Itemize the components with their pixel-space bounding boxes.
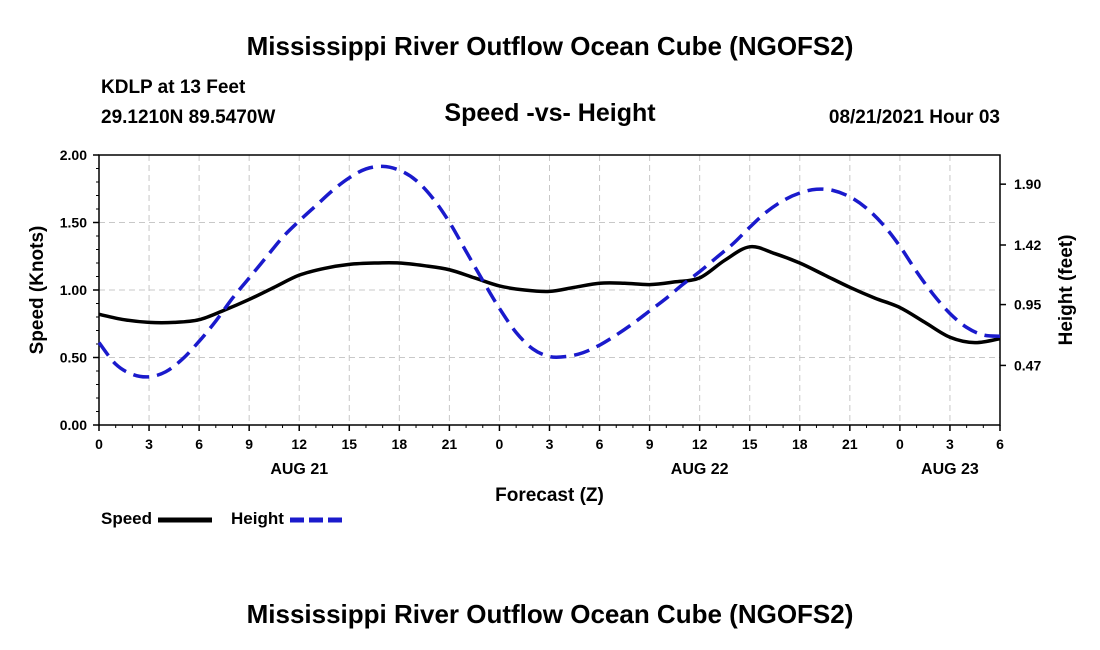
x-tick-label: 21 <box>842 436 858 452</box>
legend-height-label: Height <box>231 509 284 528</box>
x-tick-label: 15 <box>341 436 357 452</box>
legend-speed-label: Speed <box>101 509 153 528</box>
legend-speed: Speed <box>101 509 212 529</box>
y-left-axis-label: Speed (Knots) <box>27 226 48 355</box>
x-tick-label: 0 <box>95 436 103 452</box>
y-right-tick-label: 1.42 <box>1014 237 1041 253</box>
x-date-label: AUG 23 <box>921 461 979 478</box>
x-tick-label: 0 <box>896 436 904 452</box>
x-tick-label: 15 <box>742 436 758 452</box>
chart-title: Mississippi River Outflow Ocean Cube (NG… <box>246 31 854 61</box>
y-left-tick-label: 1.00 <box>60 282 87 298</box>
legend-height: Height <box>231 509 344 529</box>
forecast-datetime: 08/21/2021 Hour 03 <box>828 107 1000 128</box>
x-tick-label: 3 <box>546 436 554 452</box>
series-line-speed <box>98 244 1001 345</box>
x-axis-label: Forecast (Z) <box>495 485 604 506</box>
x-tick-label: 18 <box>392 436 408 452</box>
station-coordinates: 29.1210N 89.5470W <box>101 107 276 128</box>
x-tick-label: 18 <box>792 436 808 452</box>
x-tick-label: 6 <box>195 436 203 452</box>
y-right-axis-label: Height (feet) <box>1056 235 1077 346</box>
x-tick-label: 9 <box>245 436 253 452</box>
y-left-tick-label: 0.50 <box>60 350 87 366</box>
x-tick-label: 9 <box>646 436 654 452</box>
x-tick-label: 0 <box>496 436 504 452</box>
series-line-height <box>97 164 1001 379</box>
x-tick-label: 21 <box>442 436 458 452</box>
y-left-tick-label: 1.50 <box>60 215 87 231</box>
x-tick-label: 6 <box>596 436 604 452</box>
x-date-label: AUG 22 <box>671 461 729 478</box>
y-right-tick-label: 1.90 <box>1014 176 1041 192</box>
x-tick-label: 3 <box>946 436 954 452</box>
footer-title: Mississippi River Outflow Ocean Cube (NG… <box>246 599 854 629</box>
x-date-label: AUG 21 <box>270 461 328 478</box>
station-label: KDLP at 13 Feet <box>101 77 246 98</box>
x-tick-label: 3 <box>145 436 153 452</box>
y-right-tick-label: 0.95 <box>1014 297 1041 313</box>
x-tick-label: 12 <box>291 436 307 452</box>
y-left-tick-label: 2.00 <box>60 147 87 163</box>
chart-subtitle: Speed -vs- Height <box>444 99 656 127</box>
legend-height-swatch <box>289 517 344 523</box>
y-left-tick-label: 0.00 <box>60 417 87 433</box>
y-right-tick-label: 0.47 <box>1014 357 1041 373</box>
x-tick-label: 12 <box>692 436 708 452</box>
x-tick-label: 6 <box>996 436 1004 452</box>
legend-speed-swatch <box>157 517 212 523</box>
